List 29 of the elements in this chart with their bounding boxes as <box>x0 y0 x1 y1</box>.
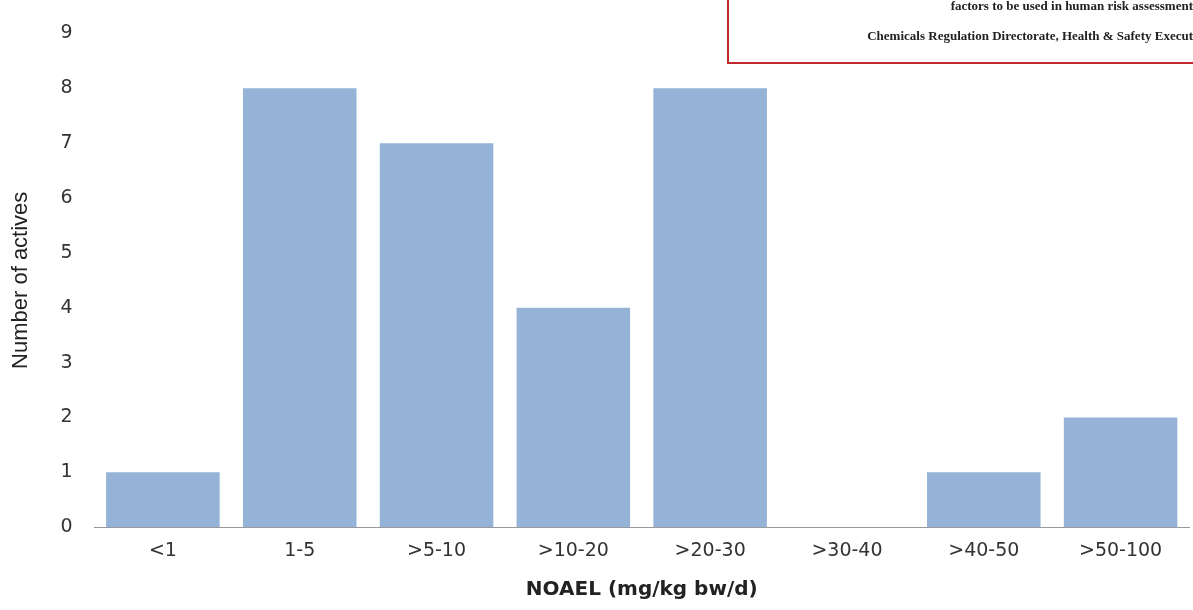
x-tick-label: <1 <box>148 537 177 560</box>
y-tick-label: 6 <box>60 184 73 207</box>
x-axis-title: NOAEL (mg/kg bw/d) <box>525 576 758 601</box>
x-tick-label: >10-20 <box>537 537 609 560</box>
bar <box>106 472 220 528</box>
y-tick-label: 1 <box>60 459 73 482</box>
x-tick-label: >30-40 <box>811 537 883 560</box>
y-axis-title: Number of actives <box>7 191 33 369</box>
x-tick-label: >5-10 <box>407 537 467 560</box>
bar <box>516 307 631 528</box>
y-tick-label: 9 <box>60 20 73 43</box>
y-tick-label: 4 <box>60 294 73 317</box>
x-tick-label: >50-100 <box>1078 537 1163 560</box>
x-tick-label: 1-5 <box>284 537 316 560</box>
y-tick-label: 5 <box>60 239 73 262</box>
bar <box>927 472 1041 528</box>
bar <box>242 88 357 528</box>
x-tick-label: >40-50 <box>948 537 1020 560</box>
text: factors to be used in human risk assessment <box>949 0 1193 14</box>
bar <box>1063 417 1178 528</box>
annotation: Chemicals Regulation Directorate, Health & Safety Execut <box>866 28 1193 44</box>
bar <box>653 88 767 528</box>
y-tick-label: 3 <box>60 349 73 372</box>
y-tick-label: 8 <box>60 75 73 98</box>
x-tick-label: >20-30 <box>674 537 746 560</box>
y-tick-label: 7 <box>60 130 73 153</box>
y-tick-label: 2 <box>60 404 73 427</box>
bar <box>379 143 494 528</box>
y-tick-label: 0 <box>60 514 73 537</box>
